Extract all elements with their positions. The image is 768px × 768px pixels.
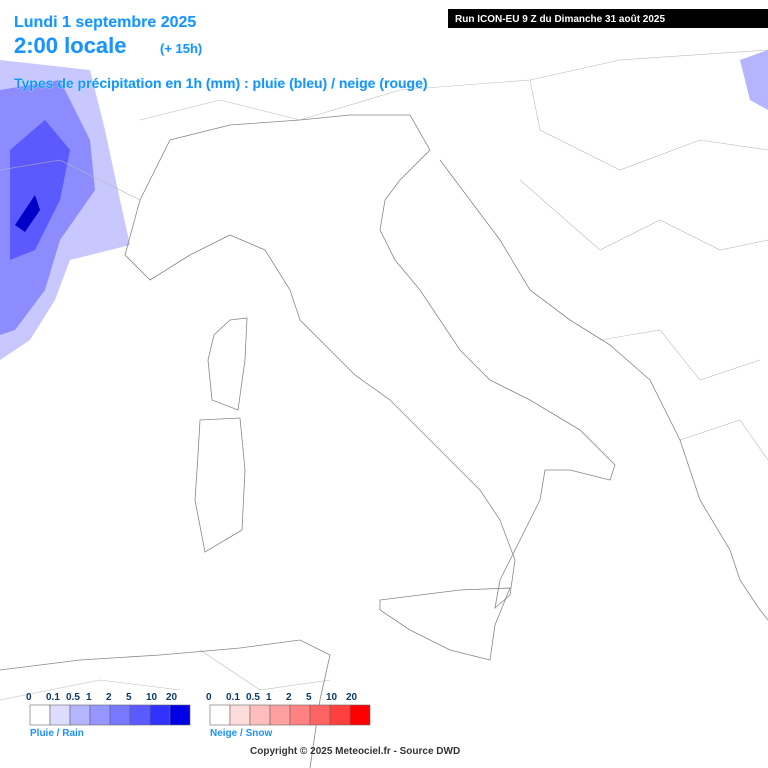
date: Lundi 1 septembre 2025: [14, 14, 196, 31]
legend-label: Pluie / Rain: [30, 728, 84, 739]
legend-tick: 1: [266, 692, 272, 703]
borders: [0, 49, 768, 701]
legend-swatch: [129, 704, 151, 726]
legend-swatch: [89, 704, 111, 726]
legend-swatch: [249, 704, 271, 726]
lead-time: (+ 15h): [160, 41, 202, 56]
legend-tick: 10: [326, 692, 338, 703]
legend-tick: 0.1: [46, 692, 60, 703]
legend-tick: 0: [26, 692, 32, 703]
legend-swatch: [169, 704, 191, 726]
legend-swatch: [329, 704, 351, 726]
legend-tick: 0.1: [226, 692, 240, 703]
legend-tick: 2: [106, 692, 112, 703]
legend-tick: 20: [346, 692, 358, 703]
legend-swatch: [49, 704, 71, 726]
copyright: Copyright © 2025 Meteociel.fr - Source D…: [250, 746, 460, 757]
legend-swatch: [149, 704, 171, 726]
legend-swatch: [109, 704, 131, 726]
legend-tick: 1: [86, 692, 92, 703]
time: 2:00 locale: [14, 33, 127, 58]
rain-area: [740, 50, 768, 110]
legend-tick: 5: [126, 692, 132, 703]
coastlines: [0, 114, 768, 768]
run-banner: [448, 9, 768, 28]
legend-swatch: [69, 704, 91, 726]
legend-swatch: [229, 704, 251, 726]
legend-tick: 2: [286, 692, 292, 703]
rain-area: [15, 195, 40, 232]
legend-tick: 20: [166, 692, 178, 703]
legend-swatch: [29, 704, 51, 726]
legend-swatch: [349, 704, 371, 726]
legend-tick: 10: [146, 692, 158, 703]
legend-swatch: [269, 704, 291, 726]
legend-swatch: [309, 704, 331, 726]
subtitle: Types de précipitation en 1h (mm) : plui…: [14, 75, 428, 91]
legend-tick: 0.5: [66, 692, 80, 703]
legend-swatch: [289, 704, 311, 726]
legend-tick: 5: [306, 692, 312, 703]
precipitation: [0, 50, 768, 360]
legend-label: Neige / Snow: [210, 728, 272, 739]
legend-swatch: [209, 704, 231, 726]
run-info: Run ICON-EU 9 Z du Dimanche 31 août 2025: [455, 14, 665, 25]
legend-tick: 0: [206, 692, 212, 703]
legends: 0 0.1 0.5 1 2 5 10 20 Pluie / Rain 0 0.1 0.5 1 2 5 10 20…: [26, 692, 371, 739]
legend-tick: 0.5: [246, 692, 260, 703]
